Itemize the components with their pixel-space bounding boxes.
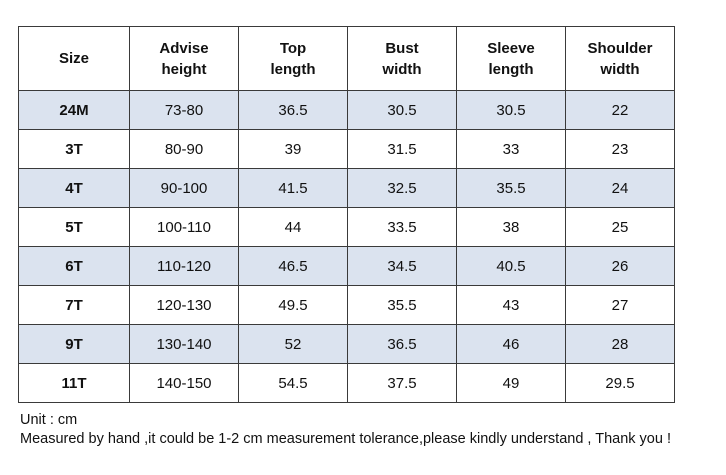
bust-width-cell: 34.5 xyxy=(347,246,457,286)
unit-note: Unit : cm xyxy=(20,412,78,428)
size-cell: 4T xyxy=(18,168,130,208)
bust-width-cell: 32.5 xyxy=(347,168,457,208)
header-shoulder-width: Shoulder width xyxy=(565,26,675,91)
sleeve-length-cell: 40.5 xyxy=(456,246,566,286)
size-cell: 3T xyxy=(18,129,130,169)
table-row: 6T 110-120 46.5 34.5 40.5 26 xyxy=(18,246,675,286)
table-header-row: Size Advise height Top length Bust width… xyxy=(18,26,675,91)
sleeve-length-cell: 30.5 xyxy=(456,90,566,130)
bust-width-cell: 36.5 xyxy=(347,324,457,364)
top-length-cell: 52 xyxy=(238,324,348,364)
bust-width-cell: 33.5 xyxy=(347,207,457,247)
top-length-cell: 39 xyxy=(238,129,348,169)
shoulder-width-cell: 23 xyxy=(565,129,675,169)
top-length-cell: 49.5 xyxy=(238,285,348,325)
size-chart-table: Size Advise height Top length Bust width… xyxy=(18,26,675,403)
advise-height-cell: 130-140 xyxy=(129,324,239,364)
top-length-cell: 41.5 xyxy=(238,168,348,208)
table-row: 7T 120-130 49.5 35.5 43 27 xyxy=(18,285,675,325)
advise-height-cell: 140-150 xyxy=(129,363,239,403)
sleeve-length-cell: 46 xyxy=(456,324,566,364)
size-cell: 7T xyxy=(18,285,130,325)
table-row: 5T 100-110 44 33.5 38 25 xyxy=(18,207,675,247)
advise-height-cell: 120-130 xyxy=(129,285,239,325)
sleeve-length-cell: 38 xyxy=(456,207,566,247)
top-length-cell: 54.5 xyxy=(238,363,348,403)
top-length-cell: 44 xyxy=(238,207,348,247)
bust-width-cell: 35.5 xyxy=(347,285,457,325)
shoulder-width-cell: 27 xyxy=(565,285,675,325)
size-cell: 11T xyxy=(18,363,130,403)
bust-width-cell: 30.5 xyxy=(347,90,457,130)
table-row: 24M 73-80 36.5 30.5 30.5 22 xyxy=(18,90,675,130)
size-cell: 24M xyxy=(18,90,130,130)
shoulder-width-cell: 29.5 xyxy=(565,363,675,403)
bust-width-cell: 31.5 xyxy=(347,129,457,169)
shoulder-width-cell: 22 xyxy=(565,90,675,130)
top-length-cell: 36.5 xyxy=(238,90,348,130)
table-row: 3T 80-90 39 31.5 33 23 xyxy=(18,129,675,169)
measurement-note: Measured by hand ,it could be 1-2 cm mea… xyxy=(20,431,671,447)
top-length-cell: 46.5 xyxy=(238,246,348,286)
table-row: 11T 140-150 54.5 37.5 49 29.5 xyxy=(18,363,675,403)
size-cell: 9T xyxy=(18,324,130,364)
table-row: 4T 90-100 41.5 32.5 35.5 24 xyxy=(18,168,675,208)
header-advise-height: Advise height xyxy=(129,26,239,91)
advise-height-cell: 80-90 xyxy=(129,129,239,169)
sleeve-length-cell: 35.5 xyxy=(456,168,566,208)
shoulder-width-cell: 28 xyxy=(565,324,675,364)
sleeve-length-cell: 33 xyxy=(456,129,566,169)
table-row: 9T 130-140 52 36.5 46 28 xyxy=(18,324,675,364)
shoulder-width-cell: 26 xyxy=(565,246,675,286)
sleeve-length-cell: 49 xyxy=(456,363,566,403)
advise-height-cell: 100-110 xyxy=(129,207,239,247)
advise-height-cell: 110-120 xyxy=(129,246,239,286)
bust-width-cell: 37.5 xyxy=(347,363,457,403)
size-cell: 5T xyxy=(18,207,130,247)
header-size: Size xyxy=(18,26,130,91)
header-bust-width: Bust width xyxy=(347,26,457,91)
advise-height-cell: 73-80 xyxy=(129,90,239,130)
shoulder-width-cell: 24 xyxy=(565,168,675,208)
header-top-length: Top length xyxy=(238,26,348,91)
shoulder-width-cell: 25 xyxy=(565,207,675,247)
sleeve-length-cell: 43 xyxy=(456,285,566,325)
size-cell: 6T xyxy=(18,246,130,286)
header-sleeve-length: Sleeve length xyxy=(456,26,566,91)
advise-height-cell: 90-100 xyxy=(129,168,239,208)
